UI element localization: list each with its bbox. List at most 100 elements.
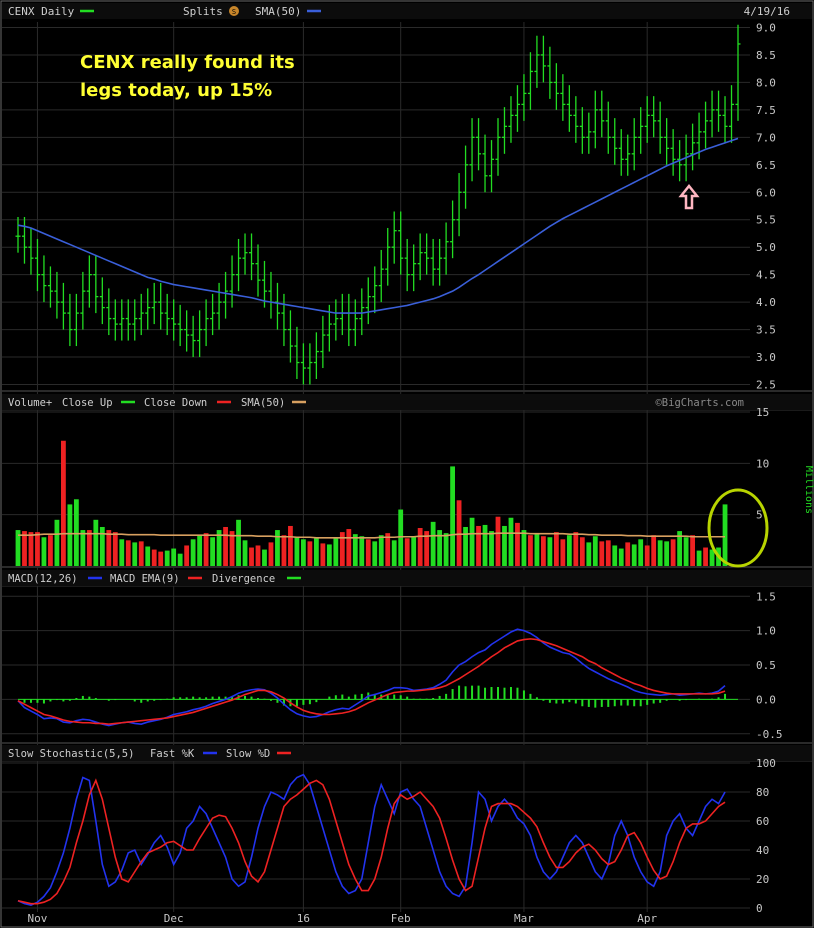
volume-bar (41, 537, 47, 566)
price-axis-tick-label: 7.5 (756, 104, 776, 117)
volume-bar (417, 528, 423, 566)
volume-bar (605, 540, 611, 566)
macd-title: MACD(12,26) (8, 573, 78, 585)
volume-bar (378, 535, 384, 566)
volume-bar (404, 538, 410, 566)
volume-bar (385, 533, 391, 566)
x-axis-label: Nov (28, 912, 48, 925)
volume-bar (138, 541, 144, 566)
volume-bar (301, 539, 306, 566)
annotation-line-2: legs today, up 15% (80, 80, 272, 101)
volume-bar (411, 536, 417, 566)
sma-label: SMA(50) (255, 5, 301, 18)
volume-bar (612, 545, 618, 566)
x-axis-label: Apr (637, 912, 657, 925)
volume-header-bar (2, 394, 812, 410)
stochastic-panel: 0 20 40 60 80 100 (17, 757, 776, 915)
volume-bar (696, 550, 702, 566)
volume-bar (638, 539, 644, 566)
volume-bar (450, 466, 455, 566)
volume-bar (288, 525, 293, 566)
volume-bar (255, 545, 261, 566)
volume-bar (690, 535, 695, 566)
splits-icon (229, 6, 239, 16)
price-axis-tick-label: 3.5 (756, 324, 776, 337)
volume-bar (112, 532, 118, 566)
volume-bar (54, 519, 60, 566)
volume-bar (469, 517, 475, 566)
price-axis-tick-label: 6.5 (756, 159, 776, 172)
volume-bar (566, 535, 572, 566)
stoch-axis-tick-label: 20 (756, 873, 769, 886)
stoch-title: Slow Stochastic(5,5) (8, 748, 134, 760)
volume-bar (313, 538, 319, 566)
volume-bar (15, 530, 21, 566)
macd-axis-tick-label: 1.5 (756, 590, 776, 603)
volume-bar (586, 542, 592, 566)
price-title: CENX Daily (8, 5, 75, 18)
volume-bar (119, 539, 125, 566)
volume-bar (391, 540, 397, 566)
stoch-axis-tick-label: 100 (756, 757, 776, 770)
macd-signal-line (17, 638, 726, 725)
volume-bar (573, 532, 579, 566)
volume-bar (508, 517, 514, 566)
annotation-line-1: CENX really found its (80, 52, 295, 73)
x-axis-label: Feb (391, 912, 411, 925)
volume-bar (275, 530, 280, 566)
volume-bar (553, 532, 559, 566)
volume-bar (346, 529, 352, 566)
volume-sma-label: SMA(50) (241, 397, 285, 409)
volume-bar (99, 526, 105, 566)
price-axis-tick-label: 7.0 (756, 131, 776, 144)
price-axis-tick-label: 8.0 (756, 76, 776, 89)
volume-bar (22, 531, 27, 566)
volume-bar (683, 537, 689, 566)
price-sma-line (17, 137, 739, 314)
volume-bar (281, 535, 287, 566)
up-arrow-marker (678, 183, 700, 210)
volume-bar (644, 545, 650, 566)
volume-bar (145, 546, 151, 566)
price-axis-tick-label: 9.0 (756, 21, 776, 34)
price-axis-tick-label: 4.0 (756, 296, 776, 309)
stoch-header-bar (2, 745, 812, 761)
volume-bar (125, 540, 131, 566)
volume-axis-tick-label: 15 (756, 406, 769, 419)
volume-panel: 5 10 15 (15, 406, 769, 566)
volume-bar (515, 522, 520, 566)
macd-axis-tick-label: 0.5 (756, 659, 776, 672)
splits-badge: S (232, 8, 236, 16)
volume-bar (372, 541, 378, 566)
volume-bar (521, 530, 527, 566)
volume-bar (599, 541, 605, 566)
volume-bar (502, 525, 507, 566)
price-axis-tick-label: 2.5 (756, 379, 776, 392)
volume-bar (93, 519, 99, 566)
volume-bar (430, 521, 436, 566)
volume-axis-tick-label: 10 (756, 457, 769, 470)
x-axis-label: Dec (164, 912, 184, 925)
volume-axis-tick-label: 5 (756, 509, 763, 522)
price-axis-tick-label: 6.0 (756, 186, 776, 199)
volume-bar (398, 509, 404, 566)
volume-bar (482, 524, 488, 566)
price-axis-tick-label: 3.0 (756, 351, 776, 364)
volume-bar (223, 526, 228, 566)
volume-bar (339, 532, 345, 566)
volume-bar (547, 537, 553, 566)
volume-bar (106, 530, 112, 566)
divergence-label: Divergence (212, 573, 275, 585)
price-panel: 2.5 3.0 3.5 4.0 4.5 5.0 5.5 6.0 6.5 7.0 7.5 8.0 8.5 9… (15, 21, 776, 392)
stoch-axis-tick-label: 80 (756, 786, 769, 799)
volume-bar (722, 504, 728, 566)
volume-bar (709, 549, 715, 566)
volume-bar (268, 542, 274, 566)
volume-bar (703, 547, 708, 566)
volume-bar (171, 548, 177, 566)
volume-bar (352, 534, 358, 566)
volume-bar (534, 534, 540, 566)
volume-title: Volume+ (8, 397, 52, 409)
